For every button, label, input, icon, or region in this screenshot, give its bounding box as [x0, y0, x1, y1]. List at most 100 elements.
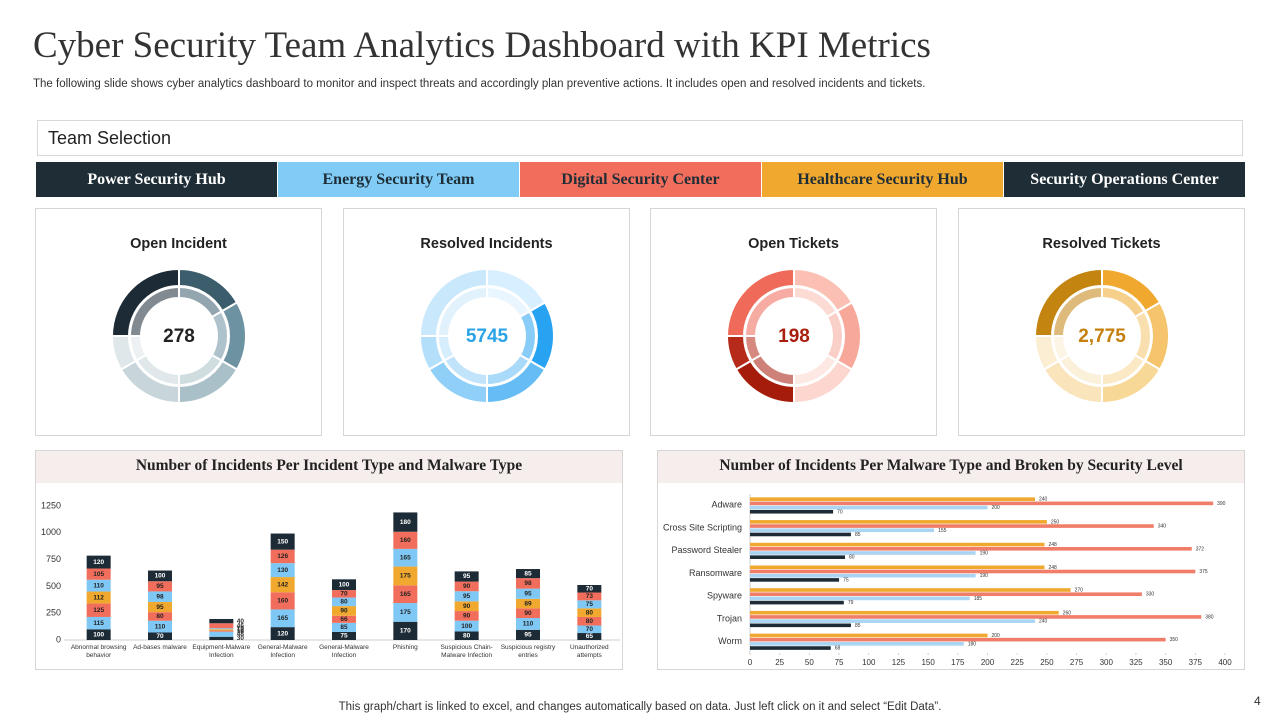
chart-panel: Number of Incidents Per Incident Type an… — [35, 450, 623, 670]
bar — [750, 528, 935, 533]
bar — [750, 588, 1071, 592]
bar-segment — [332, 597, 356, 607]
bar-segment — [393, 621, 418, 640]
data-label: 80 — [586, 618, 594, 625]
data-label: 330 — [1146, 592, 1155, 598]
data-label: 100 — [93, 631, 104, 638]
bar — [750, 578, 840, 582]
bar-segment — [454, 601, 479, 612]
kpi-value: 5745 — [466, 326, 509, 347]
data-label: 85 — [524, 570, 532, 577]
data-label: 68 — [835, 646, 841, 652]
data-label: 100 — [155, 573, 166, 580]
bar-segment — [209, 618, 234, 624]
data-label: 89 — [524, 600, 532, 607]
team-tab[interactable]: Security Operations Center — [1004, 162, 1245, 197]
bar — [750, 542, 1045, 547]
kpi-value: 278 — [163, 326, 195, 347]
bar — [750, 592, 1142, 597]
data-label: 48 — [237, 631, 245, 638]
data-label: 80 — [463, 632, 471, 639]
bar — [750, 642, 964, 646]
data-label: 98 — [156, 593, 164, 600]
y-tick-label: Trojan — [717, 613, 742, 623]
data-label: 30 — [237, 635, 245, 642]
team-tab[interactable]: Healthcare Security Hub — [762, 162, 1003, 197]
bar-segment — [516, 569, 540, 579]
bar-segment — [577, 585, 602, 593]
bar-segment — [209, 623, 234, 629]
data-label: 75 — [586, 601, 594, 608]
donut-inner-segment — [128, 285, 180, 337]
x-tick-label: Equipment-Malware Infection — [192, 644, 251, 659]
bar-segment — [148, 581, 172, 592]
data-label: 95 — [524, 632, 532, 639]
bar-segment — [393, 531, 418, 549]
data-label: 126 — [277, 553, 288, 560]
data-label: 372 — [1196, 546, 1205, 552]
bar-segment — [577, 616, 602, 626]
bar-segment — [577, 625, 602, 634]
data-label: 165 — [400, 591, 411, 598]
data-label: 100 — [461, 623, 472, 630]
data-label: 110 — [93, 582, 104, 589]
bar — [750, 505, 988, 510]
bar-segment — [393, 603, 418, 622]
kpi-title: Open Tickets — [748, 236, 839, 252]
data-label: 10 — [237, 625, 245, 632]
x-tick-label: 200 — [981, 658, 995, 667]
bar-segment — [86, 629, 111, 640]
bar — [750, 633, 988, 638]
x-tick-label: 175 — [951, 658, 965, 667]
data-label: 80 — [849, 555, 855, 561]
y-tick-label: Ransomware — [689, 568, 742, 578]
data-label: 65 — [586, 633, 594, 640]
data-label: 95 — [463, 593, 471, 600]
kpi-title: Resolved Incidents — [420, 236, 553, 252]
data-label: 175 — [400, 609, 411, 616]
data-label: 260 — [1063, 610, 1072, 616]
data-label: 165 — [400, 554, 411, 561]
data-label: 120 — [93, 559, 104, 566]
data-label: 75 — [340, 633, 348, 640]
bar-segment — [86, 591, 111, 604]
x-tick-label: 75 — [835, 658, 844, 667]
data-label: 125 — [93, 607, 104, 614]
y-tick-label: 250 — [46, 608, 61, 618]
bar-segment — [516, 578, 540, 589]
bar-segment — [148, 620, 172, 633]
donut-center — [1065, 299, 1139, 373]
donut-center — [450, 299, 524, 373]
data-label: 105 — [93, 571, 104, 578]
kpi-card: Open Tickets — [650, 208, 937, 436]
data-label: 190 — [980, 573, 989, 579]
bar — [750, 596, 970, 601]
data-label: 70 — [340, 591, 348, 598]
team-tab[interactable]: Energy Security Team — [278, 162, 519, 197]
team-tab[interactable]: Digital Security Center — [520, 162, 761, 197]
kpi-value: 2,775 — [1078, 326, 1126, 347]
bar-segment — [577, 600, 602, 609]
kpi-title: Resolved Tickets — [1042, 236, 1161, 252]
data-label: 248 — [1049, 542, 1058, 548]
team-tab[interactable]: Power Security Hub — [36, 162, 277, 197]
y-tick-label: 1250 — [41, 500, 61, 510]
x-tick-label: 250 — [1040, 658, 1054, 667]
bar-segment — [209, 628, 234, 630]
bar — [750, 600, 844, 605]
bar-segment — [393, 585, 418, 604]
y-tick-label: Adware — [711, 500, 742, 510]
bar-segment — [270, 577, 295, 593]
x-tick-label: 375 — [1189, 658, 1203, 667]
kpi-card: Open Incident — [35, 208, 322, 436]
bar — [750, 509, 834, 514]
bar — [750, 555, 845, 559]
x-tick-label: Suspicious registry entries — [500, 644, 556, 659]
bar-segment — [332, 590, 356, 598]
bar-segment — [270, 563, 295, 578]
bar-segment — [332, 579, 356, 591]
bar-segment — [332, 615, 356, 623]
x-tick-label: 325 — [1129, 658, 1143, 667]
donut-inner-segment — [743, 285, 795, 337]
